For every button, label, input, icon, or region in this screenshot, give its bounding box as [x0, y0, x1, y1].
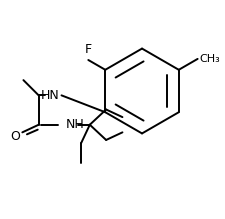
Text: HN: HN	[40, 89, 59, 102]
Text: CH₃: CH₃	[199, 54, 220, 64]
Text: F: F	[84, 43, 92, 56]
Text: O: O	[10, 130, 20, 143]
Text: NH: NH	[65, 118, 84, 131]
